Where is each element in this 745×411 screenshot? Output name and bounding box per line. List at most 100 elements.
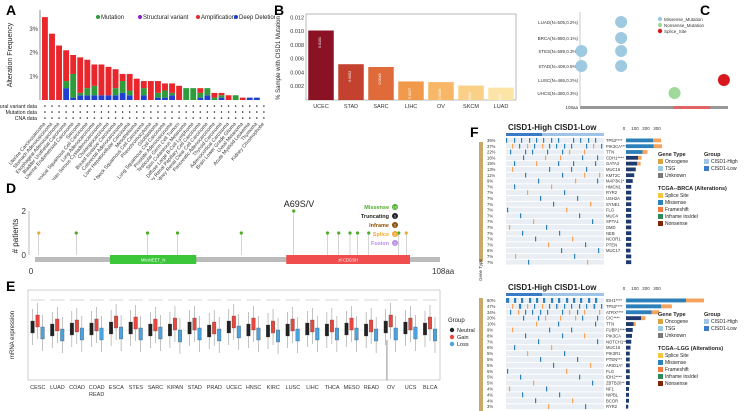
a-row-dot — [263, 117, 265, 119]
f-row-background — [506, 315, 604, 321]
f-alteration-mark — [559, 230, 561, 236]
b-y-tick-label: 0.004 — [290, 70, 304, 76]
f-alteration-mark — [528, 259, 530, 265]
f-alteration-mark — [561, 248, 563, 253]
f-group-label: CISD1-Low — [711, 326, 737, 332]
f-alteration-mark — [551, 298, 553, 303]
f-alteration-mark — [574, 254, 576, 259]
f-alteration-mark — [527, 303, 529, 309]
b-bar-value-label: 0.0018 — [498, 94, 502, 105]
panel-b-chart: 0.002 0.004 0.006 0.008 0.010 0.012 % Sample w… — [276, 13, 517, 110]
f-count-bar — [626, 161, 638, 166]
e-category-label: STES — [129, 385, 144, 391]
f-percent-label: 4% — [487, 392, 493, 397]
a-row-dot — [121, 117, 124, 119]
f-alteration-mark — [573, 138, 575, 143]
f-alteration-mark — [586, 303, 588, 309]
c-legend-label: Nonsense_Mutation — [664, 23, 705, 28]
f-alteration-mark — [557, 303, 559, 309]
c-legend-label: Splice_Site — [664, 29, 687, 34]
f-alteration-label: Frameshift — [665, 207, 689, 213]
f-alteration-mark — [537, 298, 539, 303]
f-alteration-mark — [586, 167, 588, 172]
f-row-background — [506, 345, 604, 351]
e-box — [364, 323, 369, 337]
f-alteration-mark — [546, 225, 548, 230]
e-category-label: KIRC — [267, 385, 280, 391]
e-category-label: MESO — [344, 385, 361, 391]
e-category-label: THCA — [325, 385, 340, 391]
f-count-bar — [626, 237, 632, 241]
f-gene-label: PTEN — [606, 242, 617, 247]
d-lollipop-head — [337, 231, 341, 235]
b-category-label: SKCM — [463, 104, 479, 110]
f-alteration-mark — [584, 333, 586, 339]
a-row-dot — [93, 111, 96, 113]
f-alteration-mark — [595, 161, 597, 166]
f-count-bar — [626, 225, 632, 230]
f-alteration-mark — [566, 368, 568, 374]
a-row-dot — [150, 117, 152, 119]
f-alteration-mark — [556, 143, 558, 149]
e-box — [383, 320, 388, 334]
f-count-bar — [626, 375, 630, 380]
e-box — [276, 329, 280, 343]
f-alteration-mark — [601, 303, 603, 309]
e-box — [60, 328, 65, 342]
a-row-dot — [128, 117, 131, 119]
a-bar-segment — [162, 90, 168, 98]
f-gene-type-swatch — [658, 319, 663, 324]
f-header-label: CISD1-High CISD1-Low — [508, 283, 597, 292]
f-gene-label: RYR2 — [606, 190, 618, 195]
f-top-tick-label: 200 — [642, 126, 650, 131]
f-percent-label: 47% — [487, 304, 496, 309]
a-row-dot — [171, 117, 173, 119]
f-alteration-mark — [509, 386, 511, 392]
a-row-dot — [135, 117, 138, 119]
e-category-label: COAD — [69, 385, 85, 391]
f-count-bar — [626, 208, 632, 212]
f-percent-label: 5% — [487, 363, 493, 368]
a-row-dot — [256, 111, 258, 113]
e-box — [40, 326, 45, 340]
f-gene-label: RYR2 — [606, 404, 618, 409]
f-gene-label: SYNE1 — [606, 202, 620, 207]
f-alteration-mark — [579, 374, 581, 380]
f-alteration-mark — [575, 315, 577, 321]
c-point — [575, 60, 588, 72]
a-row-dot — [51, 111, 53, 113]
c-point — [668, 87, 681, 99]
d-legend-count: 1 — [394, 241, 397, 246]
f-alteration-mark — [530, 298, 532, 303]
f-alteration-mark — [584, 309, 586, 315]
f-row-background — [506, 333, 604, 339]
f-gene-label: NIPBL — [606, 392, 619, 397]
f-alteration-mark — [548, 242, 550, 248]
f-alteration-mark — [549, 167, 551, 172]
a-bar-segment — [63, 81, 70, 89]
e-box — [172, 317, 177, 331]
f-count-bar — [626, 138, 653, 143]
f-gene-type-swatch — [658, 173, 663, 178]
a-bar-segment — [98, 95, 105, 100]
d-legend-count: 1 — [394, 223, 397, 228]
a-bar-segment — [91, 95, 98, 100]
e-box — [251, 317, 256, 331]
f-count-bar — [626, 190, 632, 195]
c-point — [615, 60, 628, 72]
e-category-label: OV — [387, 385, 395, 391]
f-alteration-mark — [553, 362, 555, 368]
f-count-bar — [626, 363, 630, 368]
f-row-background — [506, 213, 604, 219]
e-box — [433, 328, 437, 342]
a-row-dot — [79, 105, 82, 107]
b-y-tick-label: 0.012 — [290, 15, 304, 21]
f-alteration-label: Nonsense — [665, 381, 688, 387]
f-alteration-mark — [559, 298, 561, 303]
b-category-label: LUAD — [494, 104, 509, 110]
a-row-dot — [256, 105, 258, 107]
f-alteration-mark — [551, 184, 553, 190]
f-count-bar — [626, 231, 632, 236]
f-alteration-mark — [577, 357, 579, 362]
